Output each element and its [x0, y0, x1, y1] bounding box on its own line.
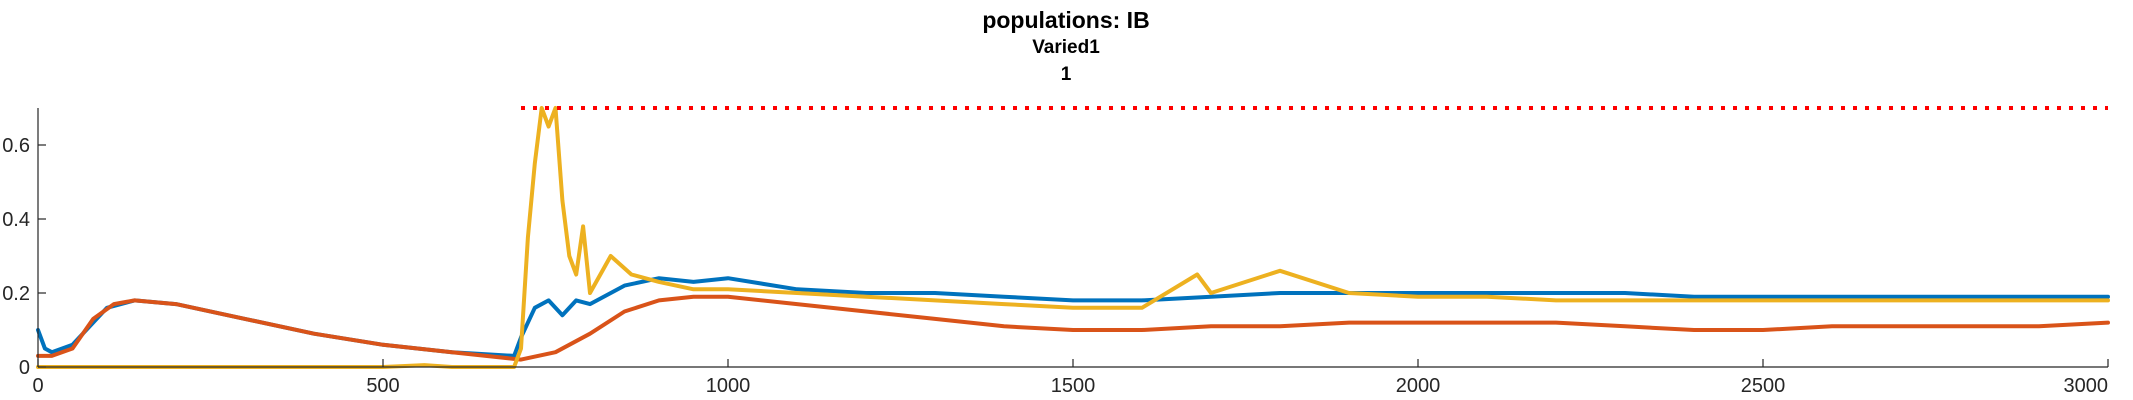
- series-line-1: [36, 276, 2110, 358]
- x-tick-label: 500: [366, 375, 399, 397]
- series-line-2: [36, 294, 2110, 362]
- chart-subtitle-line-1: Varied1: [1032, 37, 1100, 58]
- series-layer: [36, 106, 2110, 369]
- chart-subtitle-line-2: 1: [1061, 64, 1072, 85]
- x-tick-label: 3000: [2064, 375, 2109, 397]
- y-tick-label: 0.2: [2, 283, 30, 305]
- y-tick-label: 0: [19, 357, 30, 379]
- x-tick-label: 0: [32, 375, 43, 397]
- x-tick-label: 2500: [1741, 375, 1786, 397]
- tick-layer: 0 500 1000 1500 2000 2500 3000 0 0.2 0.4 0.6: [2, 135, 2109, 397]
- x-tick-label: 2000: [1396, 375, 1441, 397]
- x-tick-label: 1500: [1051, 375, 1096, 397]
- x-tick-label: 1000: [706, 375, 751, 397]
- y-tick-label: 0.4: [2, 209, 30, 231]
- y-tick-label: 0.6: [2, 135, 30, 157]
- chart-title: populations: IB: [982, 7, 1149, 33]
